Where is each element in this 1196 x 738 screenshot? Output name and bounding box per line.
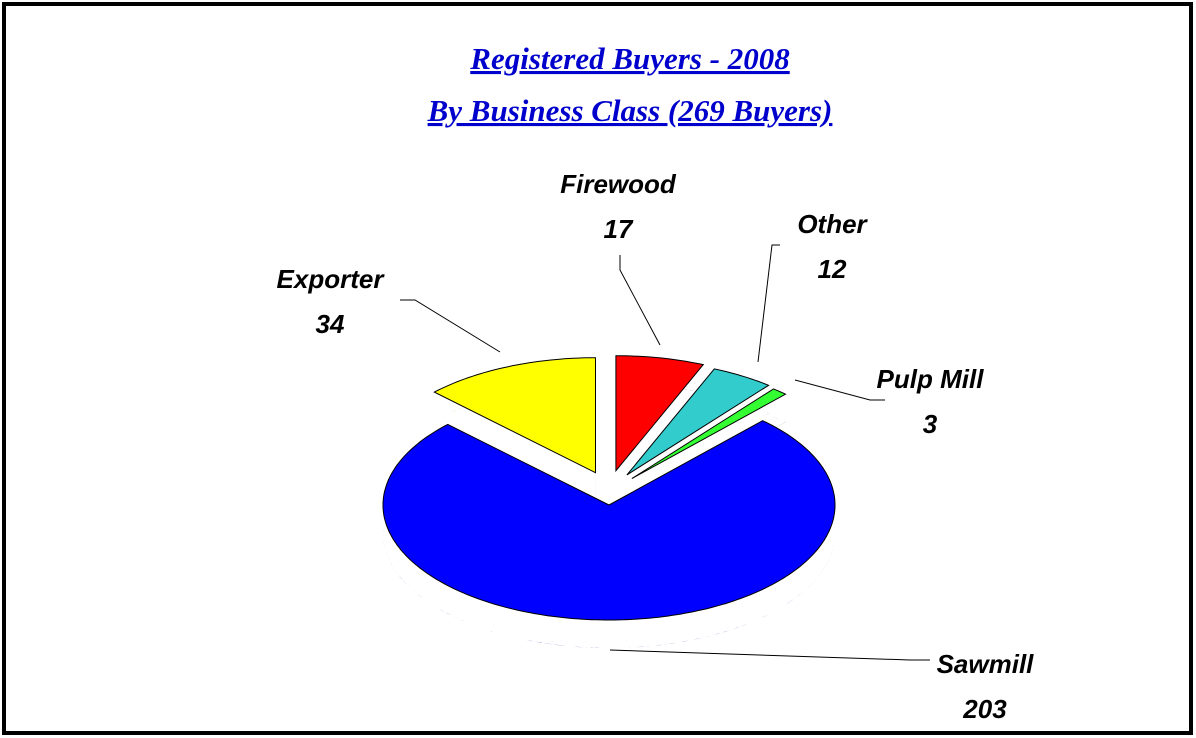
slice xyxy=(433,357,596,474)
slice xyxy=(631,388,787,479)
leader-line xyxy=(794,379,885,401)
slice-value: 3 xyxy=(923,409,938,439)
slice-label: Other xyxy=(797,209,868,239)
leader-line xyxy=(609,649,930,661)
slice-value: 34 xyxy=(316,309,345,339)
slice-label: Pulp Mill xyxy=(877,364,985,394)
chart-title: Registered Buyers - 2008 xyxy=(469,41,790,76)
slice-label: Sawmill xyxy=(937,649,1035,679)
slice xyxy=(615,355,705,473)
slice xyxy=(626,368,770,476)
chart-subtitle: By Business Class (269 Buyers) xyxy=(427,93,833,128)
slice-value: 12 xyxy=(818,254,847,284)
slice-label: Exporter xyxy=(277,264,386,294)
leader-line xyxy=(757,244,780,363)
leader-line xyxy=(400,299,501,353)
slice-value: 203 xyxy=(962,694,1007,724)
slice-value: 17 xyxy=(604,214,634,244)
slice-label: Firewood xyxy=(560,169,677,199)
leader-line xyxy=(619,255,661,346)
pie xyxy=(382,355,836,648)
slice xyxy=(382,420,836,621)
labels: Firewood 17 Other 12 Pulp Mill 3 Sawmill 203 Exp… xyxy=(277,169,1035,724)
